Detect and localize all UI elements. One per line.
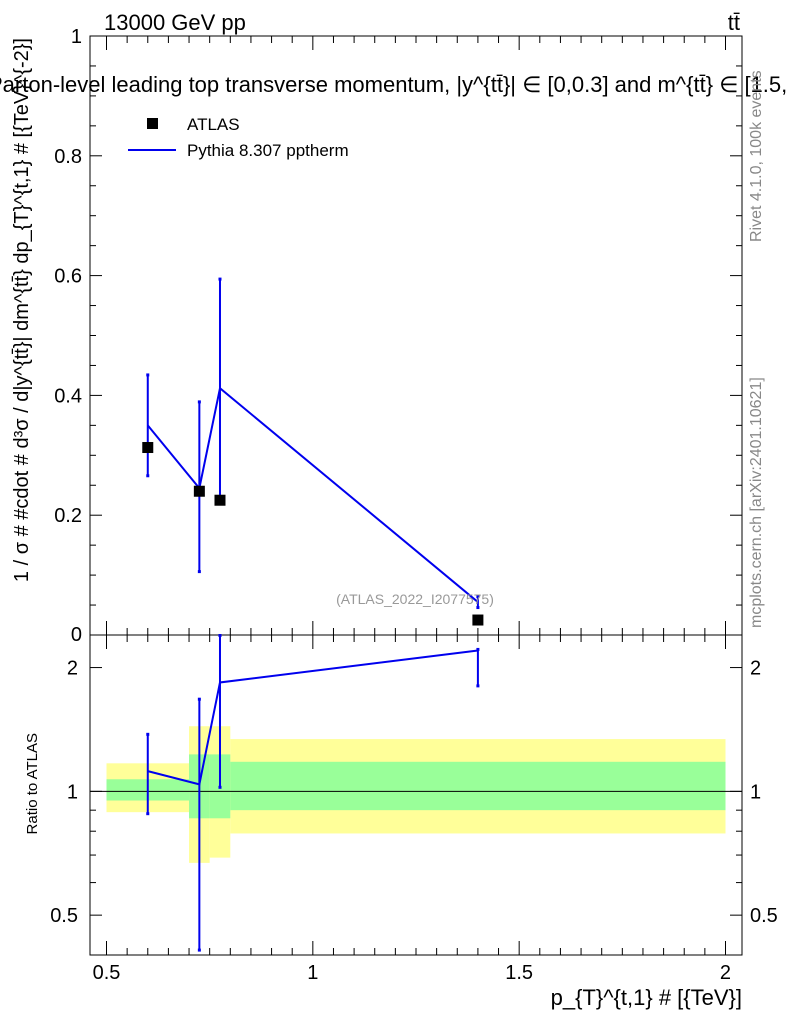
mc-errorbar-cap-bottom [146, 474, 150, 478]
ratio-ylabel: Ratio to ATLAS [24, 733, 41, 834]
ratio-mc-line [147, 649, 479, 786]
ratio-ytick-label-right: 1 [750, 781, 761, 803]
ratio-xtick-label: 2 [720, 962, 731, 984]
axes: 0.2 0.4 0.6 0.8 1 0.5 1 1.5 2 0.5 0.5 1 1 2 2 [50, 26, 778, 984]
main-ytick-label: 0.2 [54, 505, 82, 527]
mc-errorbar-cap-bottom [476, 606, 480, 610]
ratio-xtick-label: 1.5 [505, 962, 533, 984]
beam-label: 13000 GeV pp [104, 10, 246, 35]
main-ytick-label: 0.6 [54, 266, 82, 288]
ratio-xtick-label: 1 [307, 962, 318, 984]
atlas-data-point [193, 485, 205, 497]
atlas-data-point [142, 442, 154, 454]
main-bottom-label: 0 [71, 624, 82, 646]
mc-errorbar-cap-bottom [197, 570, 201, 574]
chart-marks [142, 277, 484, 952]
ratio-ytick-label-right: 2 [750, 658, 761, 680]
legend-pythia-label: Pythia 8.307 pptherm [187, 141, 349, 160]
watermark-label: (ATLAS_2022_I2077575) [336, 591, 494, 607]
ratio-ytick-label-left: 1 [67, 781, 78, 803]
mc-errorbar-cap-top [146, 373, 150, 377]
mc-errorbar-cap-top [218, 277, 222, 281]
ratio-ytick-label-left: 0.5 [50, 905, 78, 927]
ratio-errorbar-cap-bottom [476, 684, 480, 688]
legend-atlas-label: ATLAS [187, 115, 240, 134]
mc-errorbar-cap-top [197, 400, 201, 404]
main-ytick-label: 1 [71, 26, 82, 48]
ratio-errorbar-cap-bottom [218, 785, 222, 789]
ratio-ytick-label-right: 0.5 [750, 905, 778, 927]
process-label: tt̄ [728, 10, 740, 35]
legend-atlas-marker [147, 118, 158, 129]
main-ylabel: 1 / σ # #cdot # d³σ / d|y^{tt̄}| dm^{tt̄… [11, 38, 33, 582]
legend: ATLAS Pythia 8.307 pptherm [128, 115, 349, 160]
side-rivet-label: Rivet 4.1.0, 100k events [748, 70, 765, 242]
side-mcplots-label: mcplots.cern.ch [arXiv:2401.10621] [748, 377, 765, 628]
ratio-xtick-label: 0.5 [93, 962, 121, 984]
ratio-errorbar-cap-top [197, 697, 201, 701]
ratio-errorbar-cap-bottom [146, 812, 150, 816]
atlas-data-point [472, 614, 484, 626]
ratio-errorbar-cap-top [476, 647, 480, 651]
plot-title: Parton-level leading top transverse mome… [0, 72, 786, 97]
ratio-errorbar-cap-top [218, 634, 222, 637]
ratio-ytick-label-left: 2 [67, 658, 78, 680]
mc-line [146, 386, 479, 603]
mc-errorbar-cap-top [476, 595, 480, 599]
ratio-errorbar-cap-top [146, 732, 150, 736]
ratio-errorbar-cap-bottom [197, 948, 201, 952]
main-ytick-label: 0.4 [54, 385, 82, 407]
main-ytick-label: 0.8 [54, 146, 82, 168]
band-inner-3 [230, 761, 726, 811]
ratio-xlabel: p_{T}^{t,1} # [{TeV}] [551, 985, 742, 1010]
atlas-data-point [214, 494, 226, 506]
